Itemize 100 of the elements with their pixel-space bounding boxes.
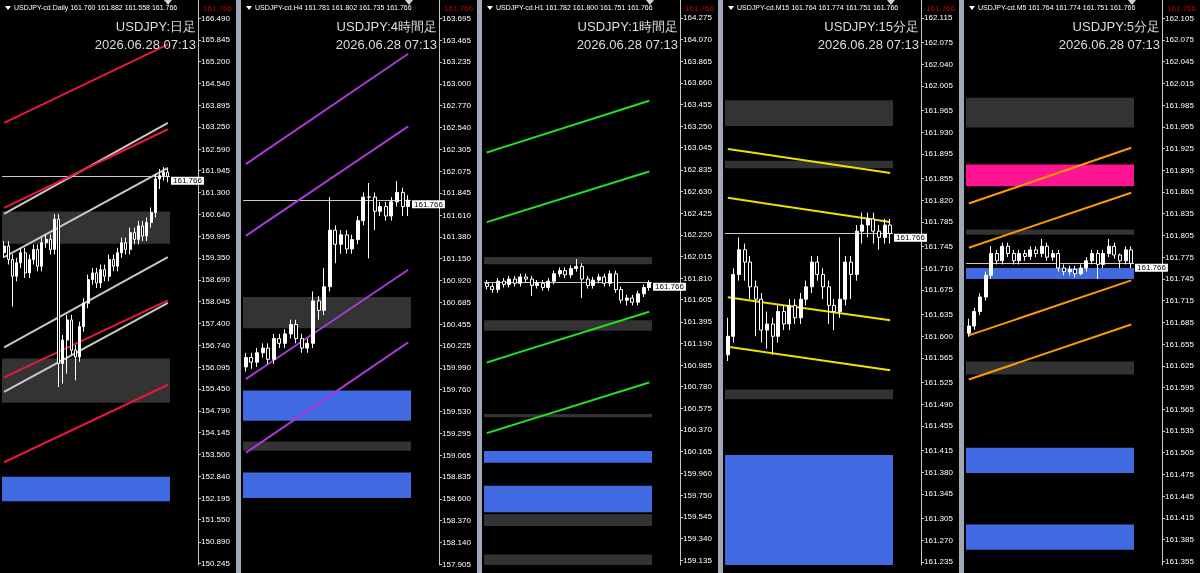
y-tick-label: 161.945 bbox=[201, 166, 231, 176]
candlestick bbox=[283, 328, 287, 349]
y-tick-label: 156.740 bbox=[201, 340, 231, 350]
y-tick-label: 161.475 bbox=[1165, 469, 1195, 479]
y-tick-label: 159.960 bbox=[683, 468, 713, 478]
y-tick-label: 161.835 bbox=[1165, 209, 1195, 219]
y-tick-label: 151.550 bbox=[201, 515, 231, 525]
text: USDJPY:4時間足 bbox=[336, 19, 438, 34]
y-tick-label: 161.855 bbox=[924, 174, 954, 184]
text: 161.766 bbox=[1167, 3, 1197, 13]
y-tick-label: 159.530 bbox=[442, 406, 472, 416]
y-tick-label: 163.455 bbox=[683, 99, 713, 109]
y-tick-label: 162.540 bbox=[442, 122, 472, 132]
y-tick-label: 163.250 bbox=[201, 122, 231, 132]
y-tick-label: 161.820 bbox=[924, 195, 954, 205]
y-tick-label: 161.190 bbox=[683, 338, 713, 348]
y-tick-label: 161.845 bbox=[442, 188, 472, 198]
ref-line-label: 161.766 bbox=[414, 199, 444, 209]
y-tick-label: 163.000 bbox=[442, 79, 472, 89]
y-tick-label: 150.245 bbox=[201, 558, 231, 568]
candlestick bbox=[40, 237, 43, 272]
y-tick-label: 161.595 bbox=[1165, 383, 1195, 393]
y-tick-label: 163.235 bbox=[442, 57, 472, 67]
y-tick-label: 162.105 bbox=[1165, 13, 1195, 23]
y-tick-label: 165.845 bbox=[201, 35, 231, 45]
candlestick bbox=[145, 217, 148, 242]
y-tick-label: 162.075 bbox=[924, 38, 954, 48]
y-tick-label: 159.750 bbox=[683, 490, 713, 500]
y-tick-label: 158.690 bbox=[201, 275, 231, 285]
candlestick bbox=[849, 255, 853, 300]
y-tick-label: 163.865 bbox=[683, 56, 713, 66]
y-tick-label: 158.140 bbox=[442, 537, 472, 547]
text: 161.766 bbox=[926, 3, 956, 13]
y-tick-label: 161.895 bbox=[1165, 165, 1195, 175]
y-tick-label: 161.270 bbox=[924, 535, 954, 545]
y-tick-label: 161.710 bbox=[924, 263, 954, 273]
candlestick bbox=[524, 273, 528, 283]
y-tick-label: 161.565 bbox=[1165, 404, 1195, 414]
candlestick bbox=[978, 292, 982, 316]
y-tick-label: 161.535 bbox=[1165, 426, 1195, 436]
y-tick-label: 161.625 bbox=[1165, 361, 1195, 371]
y-tick-label: 160.920 bbox=[442, 275, 472, 285]
y-tick-label: 159.340 bbox=[683, 534, 713, 544]
ref-line-label: 161.766 bbox=[655, 282, 685, 292]
y-tick-label: 161.150 bbox=[442, 253, 472, 263]
candlestick bbox=[57, 213, 60, 388]
candlestick bbox=[765, 311, 769, 350]
text: 161.766 bbox=[444, 3, 474, 13]
y-tick-label: 161.715 bbox=[1165, 296, 1195, 306]
y-tick-label: 161.675 bbox=[924, 285, 954, 295]
candlestick bbox=[636, 290, 640, 306]
y-tick-label: 156.095 bbox=[201, 362, 231, 372]
candlestick bbox=[124, 237, 127, 255]
candlestick bbox=[255, 347, 259, 368]
y-tick-label: 160.575 bbox=[683, 403, 713, 413]
y-tick-label: 162.835 bbox=[683, 165, 713, 175]
y-tick-label: 161.600 bbox=[924, 331, 954, 341]
y-tick-label: 161.415 bbox=[1165, 513, 1195, 523]
y-tick-label: 162.590 bbox=[201, 144, 231, 154]
y-tick-label: 158.045 bbox=[201, 297, 231, 307]
candlestick bbox=[821, 267, 825, 300]
y-tick-label: 162.005 bbox=[924, 81, 954, 91]
text: 2026.06.28 07:13 bbox=[576, 37, 679, 52]
y-tick-label: 162.305 bbox=[442, 145, 472, 154]
y-tick-label: 161.865 bbox=[1165, 187, 1195, 197]
ref-line-label: 161.766 bbox=[896, 233, 926, 243]
y-tick-label: 154.145 bbox=[201, 428, 231, 438]
y-tick-label: 164.070 bbox=[683, 35, 713, 45]
y-tick-label: 161.635 bbox=[924, 310, 954, 320]
y-tick-label: 165.200 bbox=[201, 56, 231, 66]
y-tick-label: 160.985 bbox=[683, 360, 713, 370]
y-tick-label: 159.135 bbox=[683, 555, 713, 565]
y-tick-label: 160.640 bbox=[201, 210, 231, 220]
text: USDJPY:日足 bbox=[115, 19, 196, 34]
y-tick-label: 161.395 bbox=[683, 317, 713, 327]
candlestick bbox=[737, 236, 741, 282]
y-tick-label: 162.115 bbox=[924, 13, 953, 23]
y-tick-label: 158.370 bbox=[442, 516, 472, 526]
y-tick-label: 161.415 bbox=[924, 446, 954, 456]
candlestick bbox=[1118, 253, 1122, 269]
y-tick-label: 159.760 bbox=[442, 385, 472, 395]
y-tick-label: 160.685 bbox=[442, 297, 472, 307]
y-tick-label: 162.040 bbox=[924, 59, 954, 69]
candlestick bbox=[793, 298, 797, 325]
candlestick bbox=[129, 227, 132, 255]
candlestick bbox=[66, 314, 69, 375]
y-tick-label: 159.995 bbox=[201, 231, 231, 241]
y-tick-label: 161.505 bbox=[1165, 448, 1195, 458]
y-tick-label: 162.425 bbox=[683, 208, 713, 218]
y-tick-label: 161.685 bbox=[1165, 317, 1195, 327]
candlestick bbox=[95, 267, 98, 289]
y-tick-label: 161.300 bbox=[201, 187, 231, 197]
y-tick-label: 159.065 bbox=[442, 450, 472, 460]
y-tick-label: 161.445 bbox=[1165, 491, 1195, 501]
y-tick-label: 161.775 bbox=[1165, 252, 1195, 262]
candlestick bbox=[1034, 245, 1038, 258]
y-tick-label: 154.790 bbox=[201, 406, 231, 416]
candlestick bbox=[1006, 242, 1010, 258]
y-tick-label: 163.250 bbox=[683, 121, 713, 131]
y-tick-label: 163.465 bbox=[442, 35, 472, 45]
